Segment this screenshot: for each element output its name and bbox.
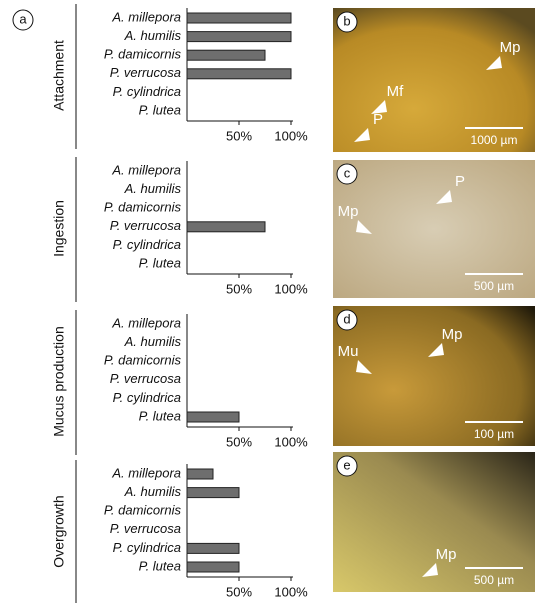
bar: [186, 68, 292, 80]
chart-title: Attachment: [51, 40, 67, 111]
annotation: Mp: [436, 546, 457, 563]
bar: [186, 221, 266, 233]
annotation: P: [455, 173, 465, 190]
panel-label-circle: [12, 9, 34, 31]
scale-bar-label: 1000 µm: [471, 133, 518, 147]
photo-label: b: [343, 13, 350, 28]
category-label: P. verrucosa: [110, 371, 181, 386]
x-tick-label: 50%: [226, 128, 252, 143]
arrowhead: [428, 343, 444, 357]
arrowhead: [356, 360, 372, 374]
bar: [186, 561, 240, 573]
category-label: P. verrucosa: [110, 65, 181, 80]
arrowhead: [422, 563, 438, 577]
x-tick-label: 100%: [274, 128, 308, 143]
chart-title: Ingestion: [51, 200, 67, 257]
arrowhead: [486, 56, 502, 70]
scale-bar-label: 500 µm: [474, 279, 514, 293]
category-label: P. cylindrica: [113, 540, 181, 555]
category-label: P. damicornis: [104, 47, 182, 62]
bar: [186, 487, 240, 499]
bar: [186, 12, 292, 24]
annotation: Mp: [442, 326, 463, 343]
category-label: P. damicornis: [104, 200, 182, 215]
x-tick-label: 100%: [274, 434, 308, 449]
category-label: P. damicornis: [104, 353, 182, 368]
bar: [186, 468, 214, 480]
category-label: P. verrucosa: [110, 218, 181, 233]
x-tick-label: 100%: [274, 281, 308, 296]
x-tick-label: 50%: [226, 281, 252, 296]
arrowhead: [371, 100, 387, 114]
category-label: P. cylindrica: [113, 237, 181, 252]
category-label: A. humilis: [124, 181, 182, 196]
photo-label-circle: [336, 11, 358, 33]
category-label: A. humilis: [124, 28, 182, 43]
photo-label: d: [343, 311, 350, 326]
bar: [186, 411, 240, 423]
bar: [186, 542, 240, 554]
photo-label-circle: [336, 163, 358, 185]
panel-label: a: [19, 11, 27, 26]
scale-bar-label: 100 µm: [474, 427, 514, 441]
category-label: P. lutea: [139, 558, 181, 573]
category-label: A. humilis: [124, 484, 182, 499]
photo-label-circle: [336, 309, 358, 331]
chart-title: Mucus production: [51, 326, 67, 437]
category-label: P. damicornis: [104, 503, 182, 518]
photo: [333, 8, 535, 152]
category-label: A. millepora: [111, 465, 181, 480]
photo-label: e: [343, 457, 350, 472]
x-tick-label: 50%: [226, 434, 252, 449]
photo-label: c: [344, 165, 351, 180]
category-label: A. millepora: [111, 9, 181, 24]
scale-bar-label: 500 µm: [474, 573, 514, 587]
annotation: Mu: [338, 343, 359, 360]
arrowhead: [354, 128, 370, 142]
annotation: P: [373, 111, 383, 128]
arrowhead: [356, 220, 372, 234]
chart-title: Overgrowth: [51, 495, 67, 567]
bar: [186, 49, 266, 61]
category-label: P. cylindrica: [113, 390, 181, 405]
category-label: A. millepora: [111, 162, 181, 177]
category-label: P. lutea: [139, 255, 181, 270]
annotation: Mp: [500, 39, 521, 56]
category-label: A. humilis: [124, 334, 182, 349]
photo-label-circle: [336, 455, 358, 477]
category-label: A. millepora: [111, 315, 181, 330]
annotation: Mp: [338, 203, 359, 220]
annotation: Mf: [387, 83, 404, 100]
category-label: P. lutea: [139, 408, 181, 423]
bar: [186, 31, 292, 43]
x-tick-label: 100%: [274, 584, 308, 599]
category-label: P. cylindrica: [113, 84, 181, 99]
x-tick-label: 50%: [226, 584, 252, 599]
photo: [333, 306, 535, 446]
category-label: P. lutea: [139, 102, 181, 117]
category-label: P. verrucosa: [110, 521, 181, 536]
arrowhead: [436, 190, 452, 204]
